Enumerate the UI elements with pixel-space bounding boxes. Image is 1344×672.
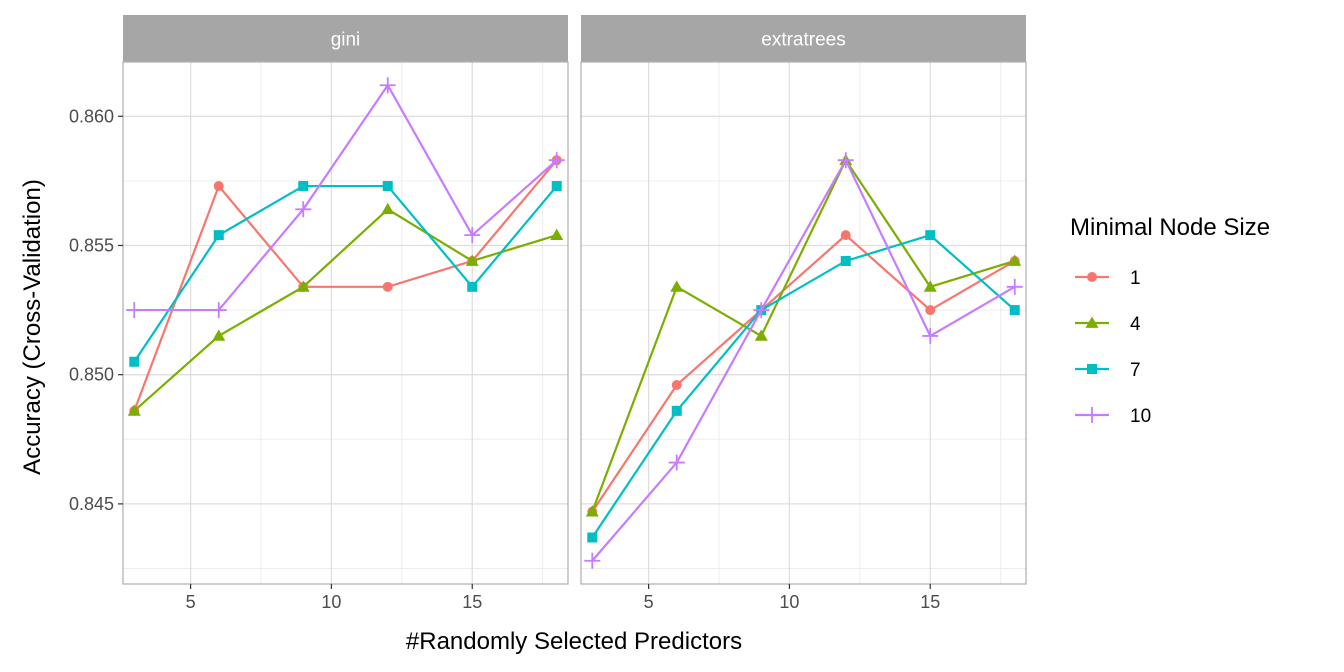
facet-strip [123,15,568,62]
data-point [668,454,685,471]
data-point [295,201,312,218]
data-point [671,405,682,416]
legend-key-marker [1085,316,1099,328]
series-line [134,83,558,312]
data-point [551,181,562,192]
x-tick-label: 10 [779,592,799,612]
data-point [550,228,564,241]
data-point [1009,305,1020,316]
facet-strip-label: extratrees [761,30,845,51]
panel-border [580,61,1027,585]
data-point [670,280,684,292]
data-point [754,329,768,341]
data-point [298,181,309,192]
facet-panels: gini 5 10 15 0.845 0.850 0.855 0.860 extratrees 5… [69,15,1027,612]
y-tick-label: 0.855 [69,235,114,255]
facet-strip [581,15,1026,62]
legend-item-10: 10 [1075,406,1151,427]
legend-label: 1 [1130,268,1141,289]
series-10 [584,152,1023,569]
data-point [382,281,393,292]
x-tick-label: 15 [920,592,940,612]
x-axis-title: #Randomly Selected Predictors [406,628,742,655]
legend-title: Minimal Node Size [1070,214,1270,241]
legend-item-7: 7 [1075,360,1141,381]
series-line [591,233,1016,513]
data-point [585,505,599,517]
legend: Minimal Node Size 1 4 7 10 [1070,214,1270,427]
data-point [127,404,141,416]
data-point [212,329,226,341]
series-line [591,157,1016,562]
series-4 [585,153,1022,517]
data-point [925,230,936,241]
series-line [133,207,558,412]
data-point [671,380,682,391]
data-point [837,152,854,169]
data-point [584,552,601,569]
data-point [840,230,851,241]
legend-key-marker [1084,407,1100,423]
data-point [925,305,936,316]
y-tick-label: 0.850 [69,365,114,385]
data-point [296,280,310,292]
series-line [133,159,558,412]
data-point [922,327,939,344]
y-tick-label: 0.845 [69,494,114,514]
data-point [464,227,481,244]
y-axis-title: Accuracy (Cross-Validation) [19,179,46,475]
legend-item-4: 4 [1075,314,1141,335]
data-point [210,302,227,319]
data-point [382,181,393,192]
data-point [213,181,224,192]
data-point [379,77,396,94]
data-point [548,152,565,169]
data-point [467,281,478,292]
facet-panel-gini: gini 5 10 15 0.845 0.850 0.855 0.860 [69,15,569,612]
legend-item-1: 1 [1075,268,1141,289]
x-tick-label: 5 [644,592,654,612]
series-line [133,184,558,363]
series-line [591,233,1016,539]
series-line [591,157,1016,513]
data-point [923,280,937,292]
data-point [753,302,770,319]
x-tick-label: 10 [321,592,341,612]
series-7 [129,181,562,367]
facet-strip-label: gini [331,30,361,51]
legend-items: 1 4 7 10 [1075,268,1151,427]
legend-key-marker [1087,364,1097,374]
panel-border [122,61,569,585]
data-point [1008,254,1022,266]
data-point [129,356,140,367]
x-tick-label: 15 [462,592,482,612]
legend-label: 7 [1130,360,1141,381]
series-10 [126,77,565,319]
data-point [126,302,143,319]
series-4 [127,202,564,416]
data-point [381,202,395,215]
data-point [1006,278,1023,295]
legend-label: 4 [1130,314,1141,335]
data-point [465,254,479,266]
data-point [840,255,851,266]
y-tick-label: 0.860 [69,106,114,126]
data-point [213,230,224,241]
data-point [587,532,598,543]
legend-key-marker [1087,272,1097,282]
legend-label: 10 [1130,406,1151,427]
x-tick-label: 5 [186,592,196,612]
facet-panel-extratrees: extratrees 5 10 15 [580,15,1027,612]
